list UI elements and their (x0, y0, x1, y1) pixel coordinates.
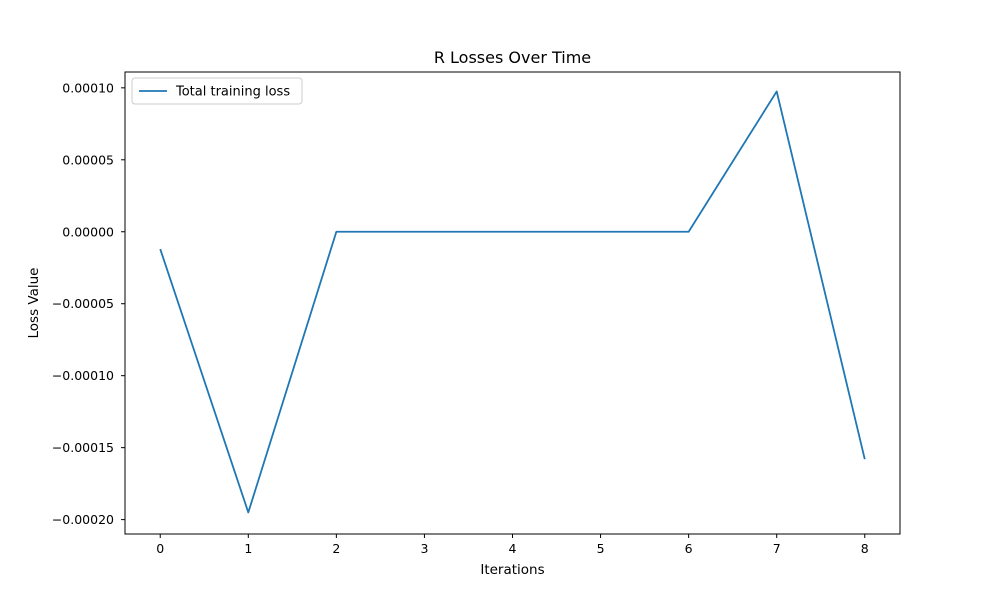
y-axis-title: Loss Value (26, 268, 42, 339)
y-tick-label: 0.00005 (62, 152, 114, 167)
x-axis-title: Iterations (480, 562, 544, 578)
x-tick-label: 1 (244, 541, 252, 556)
x-tick-label: 6 (685, 541, 693, 556)
legend: Total training loss (131, 77, 303, 105)
x-tick-label: 3 (420, 541, 428, 556)
plot-lines (159, 90, 866, 514)
y-tick-label: −0.00015 (52, 440, 114, 455)
x-tick-label: 5 (597, 541, 605, 556)
x-tick-label: 7 (773, 541, 781, 556)
y-tick-label: −0.00005 (52, 296, 114, 311)
y-tick-label: −0.00020 (52, 512, 114, 527)
x-tick-label: 0 (156, 541, 164, 556)
x-tick-label: 4 (509, 541, 517, 556)
y-axis-ticks: −0.00020 −0.00015 −0.00010 −0.00005 0.00000 0… (52, 80, 125, 527)
x-tick-label: 2 (332, 541, 340, 556)
y-tick-label: 0.00010 (62, 80, 114, 95)
y-tick-label: 0.00000 (62, 224, 114, 239)
y-tick-label: −0.00010 (52, 368, 114, 383)
chart-title: R Losses Over Time (434, 48, 591, 67)
legend-label: Total training loss (175, 85, 290, 100)
plot-frame (124, 71, 901, 535)
x-tick-label: 8 (861, 541, 869, 556)
x-axis-ticks: 0 1 2 3 4 5 6 7 8 (156, 534, 869, 556)
legend-box (131, 77, 303, 105)
